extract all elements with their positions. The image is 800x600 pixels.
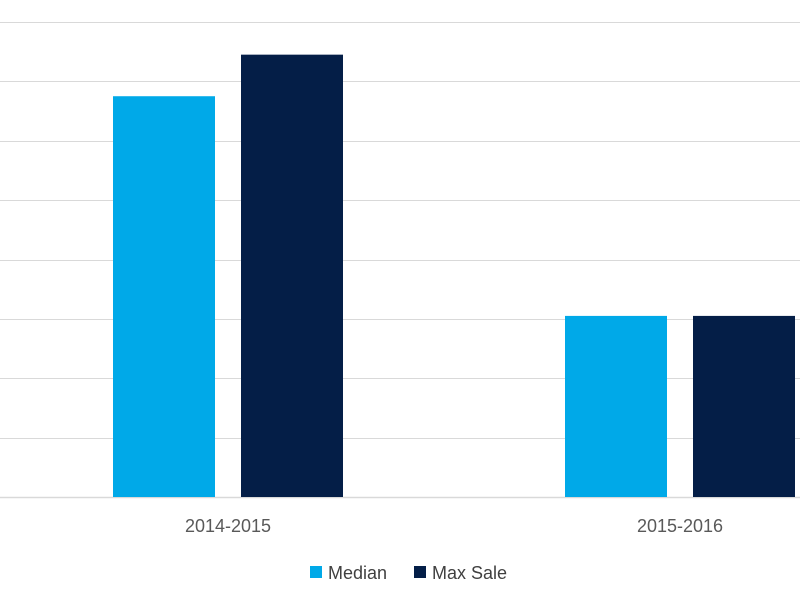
x-tick-label: 2015-2016	[637, 516, 723, 536]
bar-median-2015-2016	[565, 315, 667, 497]
bar-median-2014-2015	[113, 96, 215, 497]
legend: Median Max Sale	[310, 563, 507, 583]
bar-max-sale-2015-2016	[693, 315, 795, 497]
legend-label-median: Median	[328, 563, 387, 583]
legend-label-max-sale: Max Sale	[432, 563, 507, 583]
x-axis-ticks: 2014-2015 2015-2016	[185, 516, 723, 536]
legend-swatch-max-sale	[414, 566, 426, 578]
x-tick-label: 2014-2015	[185, 516, 271, 536]
legend-swatch-median	[310, 566, 322, 578]
bars	[113, 54, 795, 497]
bar-max-sale-2014-2015	[241, 54, 343, 497]
